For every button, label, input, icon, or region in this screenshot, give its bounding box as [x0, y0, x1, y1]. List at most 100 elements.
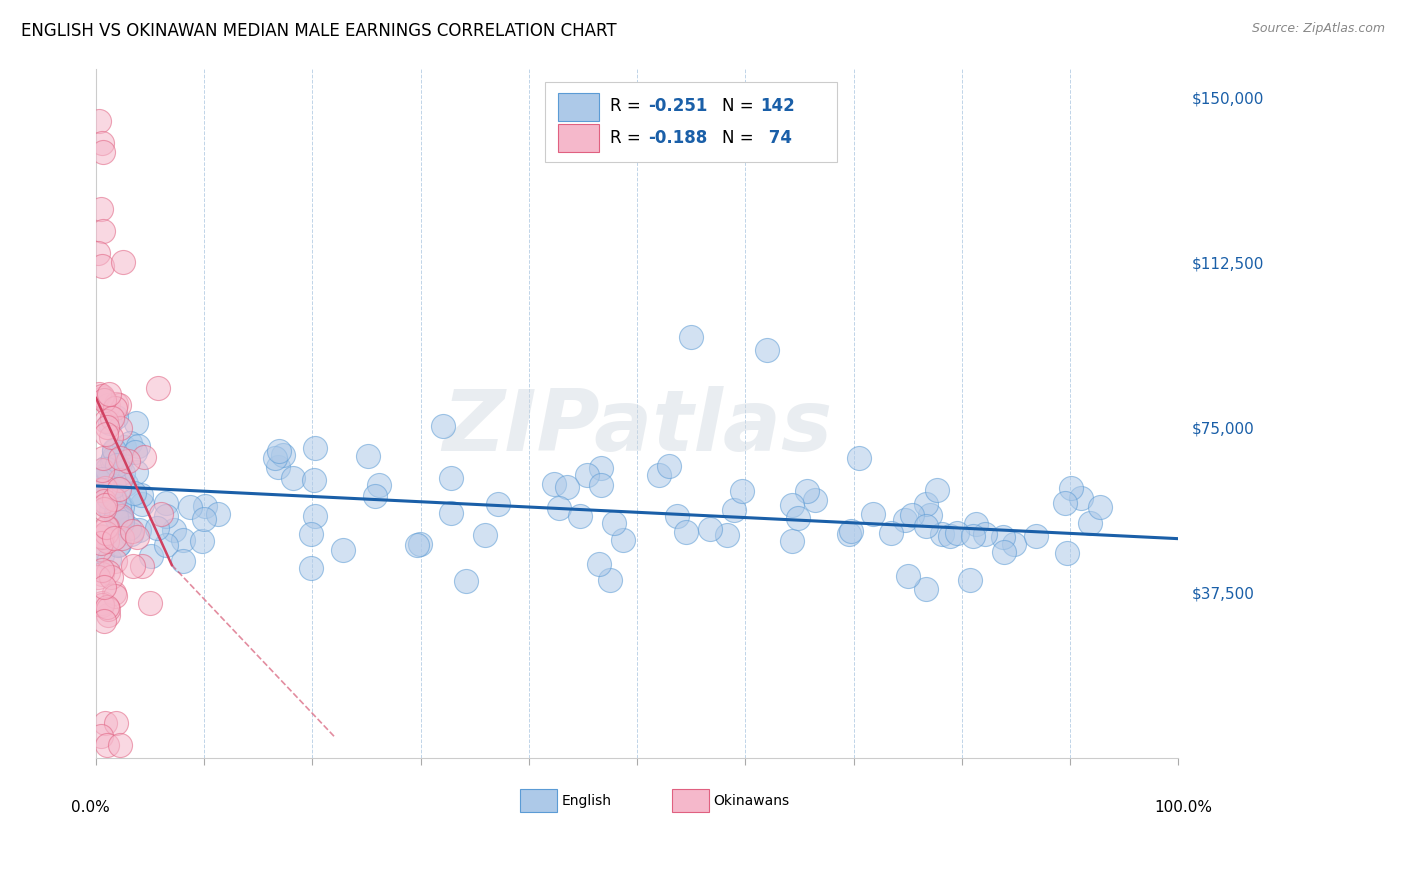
Point — [108, 421, 131, 435]
Point — [128, 523, 150, 537]
Point — [139, 596, 162, 610]
Point — [612, 533, 634, 547]
Point — [111, 531, 134, 545]
Point — [125, 416, 148, 430]
Text: R =: R = — [610, 96, 647, 115]
Point — [114, 440, 136, 454]
Point — [105, 458, 128, 472]
Point — [111, 467, 134, 481]
Point — [1053, 496, 1076, 510]
Point — [93, 615, 115, 629]
Point — [97, 601, 120, 615]
Point — [179, 500, 201, 514]
Point — [127, 439, 149, 453]
Point — [104, 397, 127, 411]
Point — [973, 527, 995, 541]
Point — [716, 527, 738, 541]
Point — [163, 523, 186, 537]
Point — [112, 255, 135, 269]
Point — [172, 533, 194, 547]
Point — [191, 533, 214, 548]
Point — [127, 531, 149, 545]
Point — [139, 549, 162, 563]
Point — [1056, 546, 1078, 560]
Point — [440, 506, 463, 520]
Point — [993, 545, 1015, 559]
Point — [110, 516, 132, 530]
Point — [925, 483, 948, 498]
Point — [94, 526, 117, 541]
Text: Source: ZipAtlas.com: Source: ZipAtlas.com — [1251, 22, 1385, 36]
Text: N =: N = — [721, 128, 758, 146]
Point — [666, 509, 689, 524]
Point — [591, 478, 613, 492]
Point — [588, 558, 610, 572]
Point — [89, 529, 111, 543]
Point — [91, 530, 114, 544]
Point — [110, 508, 132, 523]
Point — [87, 246, 110, 260]
Point — [100, 411, 122, 425]
Point — [103, 492, 125, 507]
Point — [1088, 500, 1111, 515]
Point — [104, 716, 127, 731]
Point — [658, 459, 681, 474]
Point — [121, 524, 143, 538]
Point — [731, 483, 754, 498]
Point — [267, 460, 290, 475]
Point — [93, 716, 115, 731]
Point — [108, 738, 131, 752]
Point — [848, 451, 870, 466]
Point — [193, 512, 215, 526]
Point — [93, 580, 115, 594]
Text: 0.0%: 0.0% — [72, 800, 110, 814]
Point — [915, 518, 938, 533]
Point — [97, 499, 120, 513]
Text: ENGLISH VS OKINAWAN MEDIAN MALE EARNINGS CORRELATION CHART: ENGLISH VS OKINAWAN MEDIAN MALE EARNINGS… — [21, 22, 617, 40]
Point — [96, 520, 118, 534]
Point — [155, 496, 177, 510]
Point — [96, 600, 118, 615]
Point — [915, 497, 938, 511]
Point — [368, 478, 391, 492]
Point — [96, 738, 118, 752]
Point — [91, 450, 114, 465]
Point — [363, 489, 385, 503]
Point — [131, 559, 153, 574]
Point — [105, 504, 128, 518]
Text: -0.251: -0.251 — [648, 96, 707, 115]
Text: $112,500: $112,500 — [1192, 257, 1264, 271]
Point — [117, 453, 139, 467]
Point — [104, 410, 127, 425]
Point — [440, 471, 463, 485]
Point — [96, 461, 118, 475]
Point — [93, 494, 115, 508]
Point — [107, 398, 129, 412]
Point — [93, 501, 115, 516]
FancyBboxPatch shape — [672, 789, 709, 812]
Point — [90, 389, 112, 403]
Point — [408, 537, 430, 551]
Point — [108, 482, 131, 496]
Point — [965, 517, 987, 532]
Point — [93, 224, 115, 238]
Point — [880, 526, 903, 541]
Point — [103, 443, 125, 458]
Text: -0.188: -0.188 — [648, 128, 707, 146]
Text: N =: N = — [721, 96, 758, 115]
Point — [89, 114, 111, 128]
Point — [93, 475, 115, 489]
Point — [100, 570, 122, 584]
Point — [796, 484, 818, 499]
Point — [97, 398, 120, 412]
Point — [91, 598, 114, 612]
Point — [90, 730, 112, 744]
Point — [108, 537, 131, 551]
Point — [103, 586, 125, 600]
Point — [269, 444, 291, 458]
Point — [149, 507, 172, 521]
Point — [264, 451, 287, 466]
Point — [111, 512, 134, 526]
Point — [897, 568, 920, 582]
Text: 74: 74 — [762, 128, 792, 146]
